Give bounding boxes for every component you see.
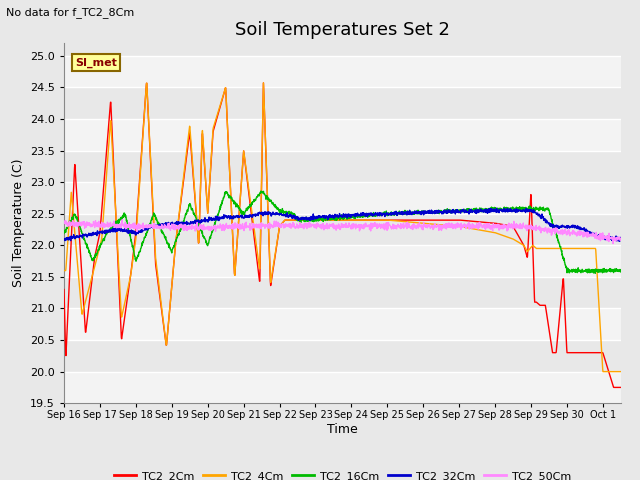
TC2_32Cm xyxy=(617,236,625,241)
Line: TC2_2Cm: TC2_2Cm xyxy=(64,83,621,387)
X-axis label: Time: Time xyxy=(327,423,358,436)
TC2_16Cm xyxy=(60,230,68,236)
TC2_4Cm xyxy=(331,217,339,223)
Legend: TC2_2Cm, TC2_4Cm, TC2_16Cm, TC2_32Cm, TC2_50Cm: TC2_2Cm, TC2_4Cm, TC2_16Cm, TC2_32Cm, TC… xyxy=(109,467,575,480)
Title: Soil Temperatures Set 2: Soil Temperatures Set 2 xyxy=(235,21,450,39)
TC2_50Cm xyxy=(316,222,324,228)
Bar xyxy=(64,119,621,151)
Line: TC2_16Cm: TC2_16Cm xyxy=(64,191,621,273)
TC2_32Cm xyxy=(493,205,500,211)
TC2_2Cm xyxy=(499,222,506,228)
Bar xyxy=(64,182,621,214)
TC2_2Cm xyxy=(316,217,324,223)
TC2_2Cm xyxy=(601,357,609,362)
TC2_32Cm xyxy=(601,233,609,239)
TC2_50Cm xyxy=(331,225,339,230)
TC2_32Cm xyxy=(331,215,339,220)
TC2_32Cm xyxy=(316,213,324,219)
TC2_50Cm xyxy=(499,224,506,229)
TC2_50Cm xyxy=(601,234,609,240)
TC2_16Cm xyxy=(331,217,339,223)
Bar xyxy=(64,309,621,340)
TC2_50Cm xyxy=(617,237,625,243)
TC2_16Cm xyxy=(602,269,609,275)
TC2_4Cm xyxy=(499,232,506,238)
TC2_2Cm xyxy=(331,217,339,223)
TC2_16Cm xyxy=(617,269,625,275)
Text: No data for f_TC2_8Cm: No data for f_TC2_8Cm xyxy=(6,7,134,18)
TC2_50Cm xyxy=(609,240,617,246)
TC2_32Cm xyxy=(88,232,96,238)
TC2_2Cm xyxy=(601,356,609,361)
TC2_32Cm xyxy=(60,237,68,242)
TC2_2Cm xyxy=(610,384,618,390)
TC2_4Cm xyxy=(602,369,609,374)
TC2_50Cm xyxy=(60,219,68,225)
TC2_4Cm xyxy=(617,369,625,374)
TC2_4Cm xyxy=(599,369,607,374)
Line: TC2_32Cm: TC2_32Cm xyxy=(64,208,621,241)
Bar xyxy=(64,56,621,87)
TC2_16Cm xyxy=(499,208,506,214)
TC2_4Cm xyxy=(601,369,609,374)
TC2_2Cm xyxy=(88,273,96,279)
TC2_32Cm xyxy=(499,207,506,213)
TC2_50Cm xyxy=(601,235,609,241)
TC2_16Cm xyxy=(601,268,609,274)
TC2_2Cm xyxy=(60,287,68,292)
TC2_16Cm xyxy=(257,188,265,194)
TC2_4Cm xyxy=(60,268,68,274)
Line: TC2_4Cm: TC2_4Cm xyxy=(64,83,621,372)
TC2_16Cm xyxy=(591,270,599,276)
TC2_16Cm xyxy=(316,215,324,221)
TC2_16Cm xyxy=(88,256,96,262)
Bar xyxy=(64,372,621,403)
Line: TC2_50Cm: TC2_50Cm xyxy=(64,220,621,243)
TC2_50Cm xyxy=(88,222,96,228)
TC2_32Cm xyxy=(601,235,609,241)
TC2_4Cm xyxy=(316,217,324,223)
TC2_2Cm xyxy=(260,80,268,86)
TC2_32Cm xyxy=(613,238,621,244)
Bar xyxy=(64,245,621,277)
TC2_4Cm xyxy=(88,273,96,278)
TC2_4Cm xyxy=(260,80,268,86)
Y-axis label: Soil Temperature (C): Soil Temperature (C) xyxy=(12,159,24,288)
TC2_50Cm xyxy=(118,217,126,223)
TC2_2Cm xyxy=(617,384,625,390)
Text: SI_met: SI_met xyxy=(75,58,117,68)
